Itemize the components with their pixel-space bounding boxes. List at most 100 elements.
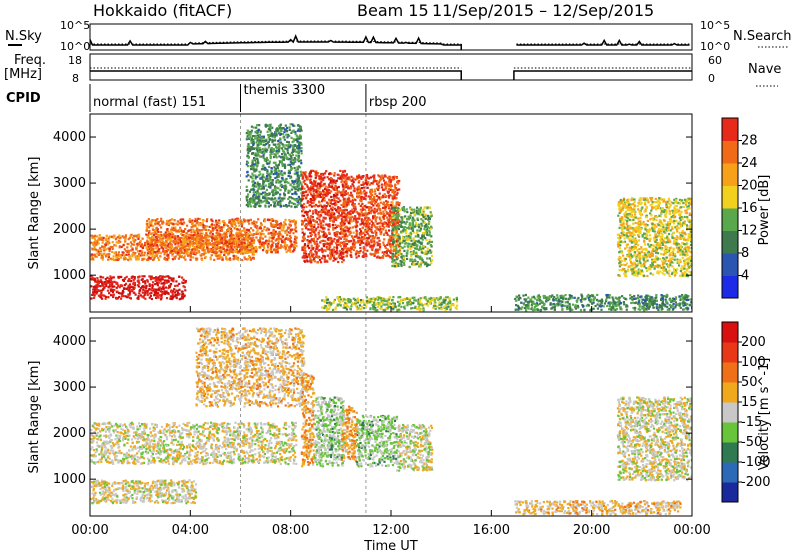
data-cell bbox=[256, 143, 259, 146]
data-cell bbox=[217, 239, 221, 242]
data-cell bbox=[172, 290, 175, 293]
data-cell bbox=[176, 241, 179, 244]
data-cell bbox=[160, 241, 163, 244]
data-cell bbox=[311, 182, 314, 185]
data-cell bbox=[322, 208, 325, 211]
data-cell bbox=[152, 258, 155, 261]
data-cell bbox=[166, 238, 169, 241]
data-cell bbox=[198, 222, 201, 225]
data-cell bbox=[299, 128, 302, 131]
data-cell bbox=[272, 229, 275, 232]
data-cell bbox=[285, 180, 288, 184]
data-cell bbox=[280, 177, 284, 180]
data-cell bbox=[131, 243, 134, 246]
data-cell bbox=[224, 252, 227, 255]
data-cell bbox=[276, 220, 279, 223]
data-cell bbox=[202, 226, 205, 229]
data-cell bbox=[228, 219, 231, 222]
data-cell bbox=[209, 256, 212, 259]
data-cell bbox=[174, 295, 177, 298]
data-cell bbox=[359, 249, 362, 253]
data-cell bbox=[155, 226, 158, 229]
data-cell bbox=[380, 183, 383, 186]
data-cell bbox=[144, 297, 147, 300]
data-cell bbox=[339, 232, 342, 235]
data-cell bbox=[197, 250, 200, 253]
data-cell bbox=[366, 220, 369, 223]
data-cell bbox=[294, 198, 297, 201]
data-cell bbox=[284, 187, 287, 190]
data-cell bbox=[337, 255, 340, 258]
data-cell bbox=[102, 253, 105, 256]
data-cell bbox=[256, 146, 259, 149]
data-cell bbox=[232, 255, 235, 258]
data-cell bbox=[311, 194, 314, 197]
data-cell bbox=[327, 210, 330, 213]
data-cell bbox=[158, 286, 161, 289]
data-cell bbox=[157, 289, 160, 292]
data-cell bbox=[103, 249, 106, 252]
data-cell bbox=[189, 255, 192, 258]
data-cell bbox=[245, 185, 248, 188]
data-cell bbox=[250, 199, 253, 202]
data-cell bbox=[285, 186, 288, 189]
data-cell bbox=[170, 222, 173, 225]
data-cell bbox=[133, 284, 136, 287]
data-cell bbox=[389, 217, 392, 220]
data-cell bbox=[357, 176, 360, 179]
data-cell bbox=[171, 254, 174, 257]
data-cell bbox=[150, 275, 153, 278]
data-cell bbox=[222, 244, 225, 247]
data-cell bbox=[113, 289, 116, 292]
data-cell bbox=[252, 236, 255, 239]
data-cell bbox=[267, 232, 270, 235]
data-cell bbox=[199, 238, 203, 241]
data-cell bbox=[274, 189, 277, 192]
data-cell bbox=[310, 216, 313, 219]
data-cell bbox=[316, 205, 319, 208]
data-cell bbox=[196, 237, 199, 240]
data-cell bbox=[270, 167, 273, 170]
data-cell bbox=[270, 149, 273, 152]
data-cell bbox=[127, 289, 130, 292]
data-cell bbox=[309, 231, 312, 235]
data-cell bbox=[162, 281, 165, 284]
data-cell bbox=[363, 196, 366, 199]
data-cell bbox=[205, 225, 209, 228]
data-cell bbox=[107, 280, 110, 283]
data-cell bbox=[266, 162, 269, 165]
data-cell bbox=[166, 228, 169, 231]
data-cell bbox=[380, 228, 384, 231]
data-cell bbox=[336, 193, 339, 196]
data-cell bbox=[133, 243, 136, 246]
data-cell bbox=[370, 200, 374, 203]
data-cell bbox=[275, 170, 278, 173]
data-cell bbox=[365, 223, 368, 226]
data-cell bbox=[283, 166, 287, 169]
data-cell bbox=[235, 255, 238, 258]
data-cell bbox=[266, 227, 269, 230]
data-cell bbox=[385, 194, 388, 198]
data-cell bbox=[377, 206, 380, 209]
data-cell bbox=[224, 237, 227, 240]
data-cell bbox=[262, 173, 265, 176]
data-cell bbox=[159, 244, 162, 247]
data-cell bbox=[263, 241, 266, 244]
data-cell bbox=[359, 239, 362, 242]
data-cell bbox=[319, 186, 322, 189]
data-cell bbox=[379, 246, 382, 249]
data-cell bbox=[313, 181, 317, 184]
data-cell bbox=[153, 294, 156, 297]
data-cell bbox=[216, 242, 220, 245]
data-cell bbox=[249, 205, 252, 208]
data-cell bbox=[91, 242, 94, 245]
data-cell bbox=[192, 247, 195, 250]
data-cell bbox=[171, 218, 174, 221]
data-cell bbox=[278, 131, 281, 134]
data-cell bbox=[168, 248, 172, 251]
data-cell bbox=[260, 188, 263, 191]
data-cell bbox=[128, 286, 131, 289]
data-cell bbox=[133, 240, 136, 243]
data-cell bbox=[101, 282, 104, 285]
